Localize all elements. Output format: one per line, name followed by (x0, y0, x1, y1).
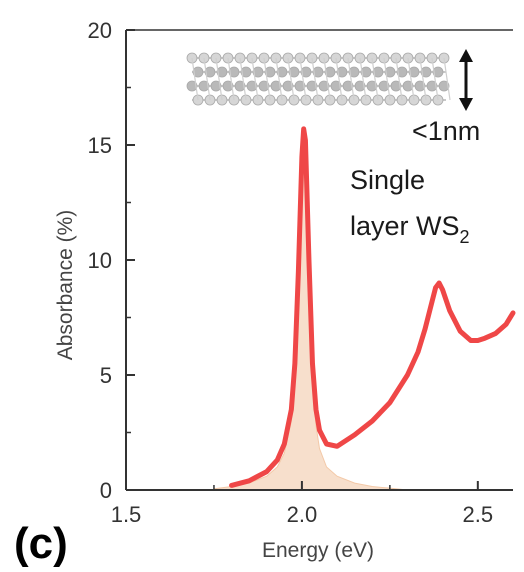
lattice-atom (420, 66, 432, 78)
lattice-bond (203, 57, 211, 101)
lattice-atom (390, 80, 402, 92)
x-tick-label: 1.5 (111, 502, 142, 527)
lattice-bond (347, 57, 355, 101)
lattice-bond (371, 57, 379, 101)
lattice-atom (192, 66, 204, 78)
y-tick-label: 15 (88, 133, 112, 158)
lattice-bond (191, 57, 199, 101)
lattice-atom (426, 80, 438, 92)
lattice-atom (324, 66, 336, 78)
lattice-atom (210, 80, 222, 92)
lattice-atom (318, 80, 330, 92)
lattice-atom (432, 66, 444, 78)
thickness-arrow-icon (459, 49, 473, 111)
lattice-bond (275, 57, 283, 101)
ws2-lattice-illustration (186, 52, 451, 106)
lattice-bond (395, 57, 403, 101)
lattice-atom (204, 66, 216, 78)
lattice-atom (366, 80, 378, 92)
lattice-atom (258, 80, 270, 92)
lattice-atom (438, 80, 450, 92)
lattice-bond (407, 57, 415, 101)
material-label-text: layer WS (350, 211, 460, 241)
lattice-atom (216, 66, 228, 78)
x-tick-label: 2.0 (287, 502, 318, 527)
plot-area: 0 5 10 15 20 1.5 2.0 2.5 (88, 18, 516, 527)
lattice-bond (251, 57, 259, 101)
lattice-atom (234, 80, 246, 92)
lattice-atom (270, 80, 282, 92)
y-tick-label: 20 (88, 18, 112, 43)
lattice-atom (186, 80, 198, 92)
lattice-atom (246, 80, 258, 92)
lattice-atom (342, 80, 354, 92)
lattice-bond (443, 57, 451, 101)
lattice-atom (252, 66, 264, 78)
lattice-atom (300, 66, 312, 78)
lattice-bond (335, 57, 343, 101)
lattice-atom (198, 80, 210, 92)
lattice-bond (299, 57, 307, 101)
material-label-subscript: 2 (460, 227, 470, 247)
y-axis-title: Absorbance (%) (54, 210, 77, 361)
panel-label: (c) (14, 519, 68, 568)
y-tick-label: 10 (88, 248, 112, 273)
lattice-atom (378, 80, 390, 92)
lattice-bond (215, 57, 223, 101)
lattice-bond (323, 57, 331, 101)
lattice-atom (396, 66, 408, 78)
absorbance-curve (229, 126, 516, 488)
lattice-atom (312, 66, 324, 78)
lattice-bond (419, 57, 427, 101)
lattice-atom (360, 66, 372, 78)
lattice-atom (336, 66, 348, 78)
lattice-atom (306, 80, 318, 92)
lattice-atom (348, 66, 360, 78)
lattice-bond (263, 57, 271, 101)
lattice-bond (431, 57, 439, 101)
lattice-atom (222, 80, 234, 92)
thickness-label: <1nm (412, 116, 480, 146)
lattice-atom (408, 66, 420, 78)
lattice-atom (228, 66, 240, 78)
lattice-atom (354, 80, 366, 92)
lattice-atom (276, 66, 288, 78)
lattice-atom (264, 66, 276, 78)
x-tick-label: 2.5 (463, 502, 494, 527)
lattice-atom (402, 80, 414, 92)
lattice-bond (287, 57, 295, 101)
lattice-atom (294, 80, 306, 92)
lattice-atom (330, 80, 342, 92)
material-label-line1: Single (350, 165, 425, 195)
x-axis-title: Energy (eV) (262, 539, 374, 562)
lattice-bond (359, 57, 367, 101)
lattice-bond (311, 57, 319, 101)
lattice-atom (288, 66, 300, 78)
lattice-bond (227, 57, 235, 101)
lattice-atom (240, 66, 252, 78)
lattice-atom (372, 66, 384, 78)
y-tick-label: 0 (100, 478, 112, 503)
y-tick-label: 5 (100, 363, 112, 388)
lattice-atom (282, 80, 294, 92)
lattice-atom (414, 80, 426, 92)
lattice-bond (383, 57, 391, 101)
lattice-atom (384, 66, 396, 78)
material-label-line2: layer WS2 (350, 211, 470, 247)
lattice-bond (239, 57, 247, 101)
